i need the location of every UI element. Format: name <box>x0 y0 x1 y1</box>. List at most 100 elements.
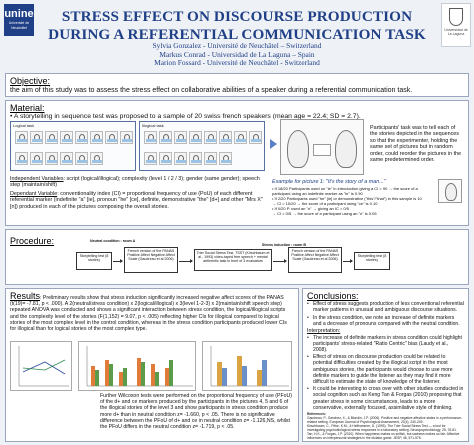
bar-chart <box>202 341 292 391</box>
wilcoxon-text: Further Wilcoxon tests were performed on… <box>100 393 293 431</box>
reference-item: Gaudreau, P., Sanchez, X., & Blondin, J.… <box>307 416 463 425</box>
story-picture <box>75 152 88 165</box>
material-heading: Material: <box>10 103 45 113</box>
story-picture <box>189 152 202 165</box>
dep-var-text: : conventionality index (CI) = proportio… <box>10 191 263 210</box>
participant-task-note: Participants' task was to tell each of t… <box>370 125 462 164</box>
bar <box>109 364 113 386</box>
material-section: Material: • A storytelling in sequence t… <box>5 100 469 226</box>
example-line: → CI = 10/20 → the score of a participan… <box>272 200 378 206</box>
crest-icon <box>449 8 463 26</box>
bar-chart-svg <box>210 346 289 387</box>
picture-card <box>313 144 331 156</box>
series-line <box>22 361 66 375</box>
bar <box>119 372 123 386</box>
story-picture <box>45 131 58 144</box>
participant-illustration <box>280 119 364 175</box>
story-picture <box>249 131 262 144</box>
objective-section: Objective: the aim of this study was to … <box>5 73 469 97</box>
flow-arrow <box>179 259 193 263</box>
bar <box>257 370 262 386</box>
flow-arrow <box>273 259 287 263</box>
author-line: Sylvia Gonzalez - Université de Neuchâte… <box>152 41 322 50</box>
example-picture <box>438 179 462 203</box>
objective-heading: Objective: <box>10 76 51 86</box>
neutral-condition-label: Neutral condition : room A <box>90 239 136 243</box>
interpretation-heading: Interpretation: <box>307 328 341 335</box>
story-picture <box>30 152 43 165</box>
story-picture <box>30 131 43 144</box>
story-picture <box>60 131 73 144</box>
results-text: : Preliminary results show that stress i… <box>10 295 287 333</box>
conclusion-item: Effect of stress suggests production of … <box>307 301 464 313</box>
series-line <box>22 359 66 371</box>
dep-var-heading: Dependant Variable <box>10 191 58 197</box>
participant-figure <box>287 130 309 168</box>
logo-left-subtext: Université de Neuchâtel <box>8 21 30 30</box>
story-picture <box>219 152 232 165</box>
bar <box>123 368 127 386</box>
flow-arrow <box>343 259 353 263</box>
logo-right-text: Universidad de La Laguna <box>444 28 468 36</box>
example-line: participant using an indefinite marker a… <box>272 190 363 196</box>
bar <box>95 370 99 386</box>
bar <box>155 372 159 386</box>
example-line: • If 2/20 Participants used "he" [ie] or… <box>272 195 422 201</box>
dependent-variable: Dependant Variable: conventionality inde… <box>10 191 264 210</box>
interpretation-item: Effect of stress on discourse production… <box>307 354 464 384</box>
story-picture <box>45 152 58 165</box>
story-picture <box>15 152 28 165</box>
story-picture <box>204 131 217 144</box>
university-logo-right: Universidad de La Laguna <box>441 3 471 47</box>
results-heading: Results <box>10 291 41 301</box>
story-picture <box>75 131 88 144</box>
example-title: Example for picture 1: "It's the story o… <box>272 179 386 185</box>
illogical-task-label: Illogical task <box>142 123 164 128</box>
independent-variables: Independent Variables: script (logical/i… <box>10 176 264 189</box>
story-picture <box>90 131 103 144</box>
story-picture <box>234 131 247 144</box>
bar <box>169 360 173 386</box>
example-lines: • If 18/20 Participants used on "ie" in … <box>272 186 442 216</box>
bar <box>262 360 267 386</box>
line-chart-svg <box>18 346 69 387</box>
story-picture <box>159 131 172 144</box>
story-picture <box>15 131 28 144</box>
story-picture <box>144 152 157 165</box>
conclusions-list: Effect of stress suggests production of … <box>307 301 464 327</box>
story-picture <box>120 131 133 144</box>
bar <box>137 358 141 386</box>
flow-step-panas: French version of the PANAS Positive Aff… <box>124 247 178 273</box>
references-heading: References: <box>307 412 326 417</box>
logo-left-text: unine <box>4 8 34 20</box>
arrow-icon <box>270 139 277 149</box>
objective-text: the aim of this study was to assess the … <box>10 87 413 94</box>
flow-step-storytelling: Storytelling test (8 stories) <box>354 252 390 270</box>
bar-chart-svg <box>86 346 193 387</box>
flow-step-tsst: Trier Social Stress Test, TSST (Kirschba… <box>194 249 272 271</box>
example-line: • If 18/20 Participants used on "ie" in … <box>272 186 418 191</box>
material-intro: • A storytelling in sequence test was pr… <box>10 113 361 120</box>
bar <box>105 360 109 386</box>
story-picture <box>219 131 232 144</box>
bar <box>165 368 169 386</box>
interpretation-list: The increase of definite markers in stre… <box>307 335 464 411</box>
conclusions-heading: Conclusions: <box>307 291 359 301</box>
bar-chart <box>78 341 196 391</box>
reference-item: Tan, H.K., & Forgas, J.P. (2010). When h… <box>307 432 460 441</box>
story-picture <box>60 152 73 165</box>
example-line: → CI = 0/5 → the score of a participant … <box>272 210 377 216</box>
conclusions-section: Conclusions: Effect of stress suggests p… <box>302 288 469 442</box>
interaction-line-chart <box>10 341 72 391</box>
reference-item: Kirschbaum, C., Pirke, K.M., & Hellhamme… <box>307 424 457 433</box>
bar <box>91 366 95 386</box>
conclusion-item: In the stress condition, we note an incr… <box>307 315 464 327</box>
bar <box>237 356 242 386</box>
author-line: Marion Fossard - Université de Neuchâtel… <box>154 58 320 68</box>
experimenter-figure <box>335 130 357 168</box>
results-paragraph: Results: Preliminary results show that s… <box>10 291 294 332</box>
logical-task-label: Logical task <box>13 123 35 128</box>
example-line: • If 0/20 P. used an "n" → giving an IC … <box>272 205 349 211</box>
logical-task-panel: Logical task <box>10 121 136 171</box>
bar <box>141 362 145 386</box>
